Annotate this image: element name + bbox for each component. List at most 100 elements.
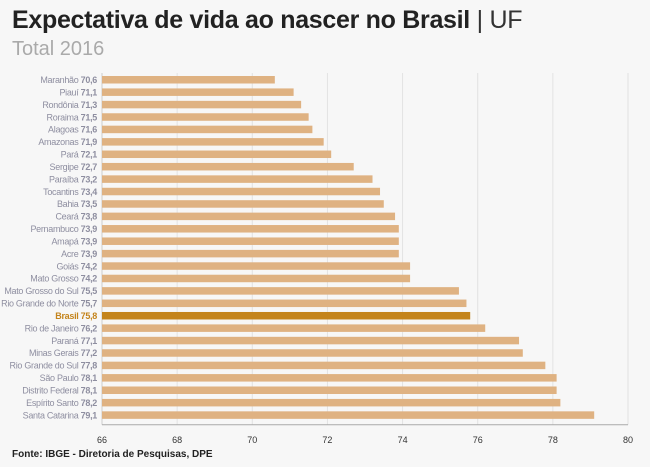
category-label: Alagoas 71,6 (48, 125, 97, 135)
category-label: Amapá 73,9 (51, 236, 97, 246)
category-label: Tocantins 73,4 (43, 187, 97, 197)
bar-tocantins (102, 187, 381, 196)
category-name: Bahia (57, 199, 81, 209)
value-label: 71,1 (81, 87, 98, 97)
bar-rio-grande-do-sul (102, 361, 546, 370)
category-name: Pernambuco (30, 224, 80, 234)
value-label: 70,6 (81, 75, 98, 85)
category-name: Goiás (56, 261, 80, 271)
x-tick-label: 68 (172, 435, 182, 445)
bar-santa-catarina (102, 411, 595, 419)
value-label: 73,5 (81, 199, 98, 209)
category-label: Pernambuco 73,9 (30, 224, 97, 234)
category-label: São Paulo 78,1 (40, 373, 98, 383)
category-label: Sergipe 72,7 (50, 162, 98, 172)
bar-paraíba (102, 175, 373, 183)
category-name: Paraná (51, 336, 80, 346)
category-name: Minas Gerais (29, 348, 81, 358)
bar-sergipe (102, 162, 354, 171)
category-name: Espírito Santo (26, 398, 81, 408)
category-label: Espírito Santo 78,2 (26, 398, 97, 408)
category-name: Alagoas (48, 125, 81, 135)
value-label: 78,1 (81, 386, 98, 396)
value-label: 77,8 (81, 361, 98, 371)
bar-rondônia (102, 100, 302, 109)
x-tick-label: 70 (247, 435, 257, 445)
bar-paraná (102, 336, 520, 345)
category-name: Tocantins (43, 187, 81, 197)
bar-piauí (102, 88, 294, 96)
category-name: São Paulo (40, 373, 81, 383)
x-tick-label: 72 (322, 435, 332, 445)
bar-brasil (102, 311, 471, 320)
category-label: Paraíba 73,2 (49, 174, 97, 184)
bar-mato-grosso (102, 274, 411, 283)
category-name: Rio de Janeiro (25, 323, 81, 333)
bar-roraima (102, 113, 309, 121)
category-name: Paraíba (49, 174, 81, 184)
category-name: Rio Grande do Sul (10, 361, 81, 371)
category-label: Rondônia 71,3 (42, 100, 97, 110)
category-name: Rondônia (42, 100, 80, 110)
value-label: 73,9 (81, 236, 98, 246)
category-label: Mato Grosso 74,2 (30, 274, 97, 284)
category-label: Amazonas 71,9 (38, 137, 97, 147)
x-tick-label: 66 (97, 435, 107, 445)
bar-alagoas (102, 125, 313, 134)
value-label: 73,8 (81, 212, 98, 222)
category-label: Pará 72,1 (61, 150, 98, 160)
value-label: 78,1 (81, 373, 98, 383)
value-label: 75,8 (81, 311, 98, 321)
value-label: 71,9 (81, 137, 98, 147)
bar-distrito-federal (102, 386, 557, 394)
value-label: 71,6 (81, 125, 98, 135)
bar-são-paulo (102, 374, 557, 382)
value-label: 74,2 (81, 261, 98, 271)
value-label: 72,7 (81, 162, 98, 172)
value-label: 75,7 (81, 299, 98, 309)
value-label: 78,2 (81, 398, 98, 408)
category-name: Sergipe (50, 162, 81, 172)
category-label: Rio Grande do Norte 75,7 (1, 299, 97, 309)
value-label: 79,1 (81, 410, 98, 420)
category-label: Ceará 73,8 (55, 212, 97, 222)
chart-title: Expectativa de vida ao nascer no Brasil … (12, 6, 523, 35)
title-text: Expectativa de vida ao nascer no Brasil (12, 6, 470, 34)
bar-acre (102, 249, 399, 258)
value-label: 74,2 (81, 274, 98, 284)
x-tick-label: 78 (548, 435, 558, 445)
bar-bahia (102, 200, 384, 208)
bar-espírito-santo (102, 398, 561, 407)
chart-subtitle: Total 2016 (12, 38, 105, 60)
value-label: 73,4 (81, 187, 98, 197)
value-label: 73,2 (81, 174, 98, 184)
category-label: Distrito Federal 78,1 (22, 386, 97, 396)
category-label: Goiás 74,2 (56, 261, 97, 271)
category-name: Brasil (55, 311, 80, 321)
category-label: Piauí 71,1 (59, 87, 97, 97)
value-label: 75,5 (81, 286, 98, 296)
bar-amapá (102, 237, 399, 245)
bar-minas-gerais (102, 349, 523, 357)
category-name: Ceará (55, 212, 80, 222)
category-label: Minas Gerais 77,2 (29, 348, 97, 358)
value-label: 73,9 (81, 224, 98, 234)
value-label: 71,5 (81, 112, 98, 122)
bar-rio-de-janeiro (102, 324, 486, 332)
bar-ceará (102, 212, 396, 221)
value-label: 72,1 (81, 150, 98, 160)
category-label: Mato Grosso do Sul 75,5 (4, 286, 97, 296)
category-name: Amazonas (38, 137, 80, 147)
category-name: Amapá (51, 236, 80, 246)
bar-pernambuco (102, 225, 399, 233)
category-name: Santa Catarina (23, 410, 81, 420)
category-name: Rio Grande do Norte (1, 299, 81, 309)
category-label: Maranhão 70,6 (40, 75, 97, 85)
category-name: Mato Grosso do Sul (4, 286, 80, 296)
bar-maranhão (102, 76, 275, 84)
title-suffix: | UF (476, 6, 523, 34)
value-label: 73,9 (81, 249, 98, 259)
category-label: Santa Catarina 79,1 (23, 410, 98, 420)
category-label: Rio Grande do Sul 77,8 (10, 361, 98, 371)
